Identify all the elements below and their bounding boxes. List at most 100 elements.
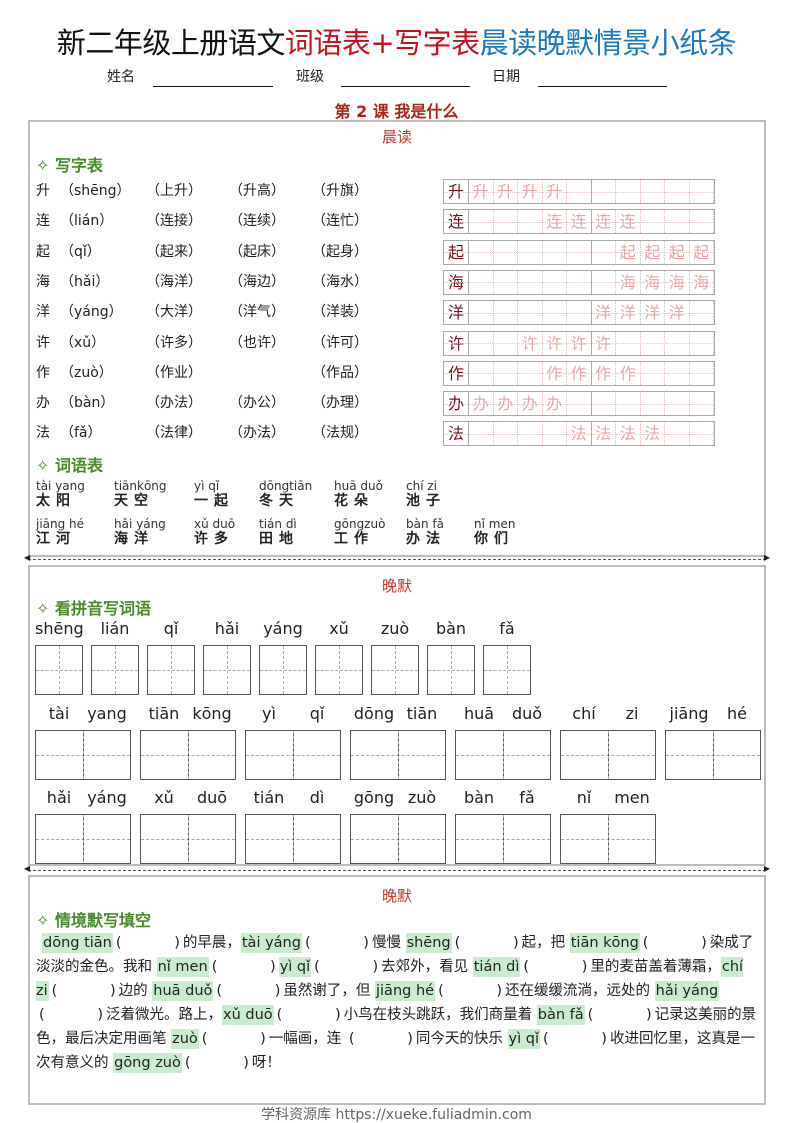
stroke-cell: [591, 240, 616, 264]
pinyin-label: fǎ: [519, 788, 535, 807]
stroke-cell: [567, 270, 592, 294]
stroke-cell: [640, 180, 665, 203]
writing-box[interactable]: [35, 645, 83, 695]
char-row: 办 （bàn） （办法） （办公） （办理）: [36, 388, 456, 418]
stroke-cell: [542, 240, 567, 264]
writing-box[interactable]: [483, 645, 531, 695]
char-row: 连 （lián） （连接） （连续） （连忙）: [36, 206, 456, 236]
writing-box[interactable]: [147, 645, 195, 695]
example-word: （升旗）: [312, 183, 368, 199]
character-pinyin: （lián）: [60, 213, 114, 230]
stroke-cell: [591, 270, 616, 294]
stroke-cell: 许: [567, 331, 592, 355]
pinyin-row: hǎi yáng xǔ duō tián dì gōng zuò bàn fǎ nǐ men: [30, 788, 768, 814]
writing-box-double[interactable]: [455, 814, 551, 864]
vocab-pinyin: nǐ men: [474, 517, 516, 531]
writing-box[interactable]: [371, 645, 419, 695]
stroke-cell: [493, 301, 518, 325]
answer-blank[interactable]: (): [314, 955, 378, 979]
name-field[interactable]: [153, 86, 273, 87]
char-row: 作 （zuò） （作业） （作品）: [36, 358, 456, 388]
stroke-cell: 作: [616, 361, 641, 385]
class-field[interactable]: [341, 86, 470, 87]
blank-close-paren: ): [243, 1055, 249, 1071]
title-part-2: 词语表+写字表: [284, 26, 480, 60]
writing-box[interactable]: [315, 645, 363, 695]
blank-open-paren: (: [438, 983, 444, 999]
writing-box-double[interactable]: [140, 730, 236, 780]
example-word: （作品）: [312, 364, 368, 381]
stroke-cell: 升: [444, 180, 469, 203]
writing-box-double[interactable]: [560, 814, 656, 864]
writing-box[interactable]: [91, 645, 139, 695]
blank-open-paren: (: [276, 1007, 283, 1023]
example-word: （办公）: [229, 395, 285, 412]
answer-blank[interactable]: (): [212, 955, 276, 979]
vocab-pinyin: tài yang: [36, 479, 85, 493]
date-field[interactable]: [538, 86, 667, 87]
writing-box-double[interactable]: [455, 730, 551, 780]
vocab-word: hǎi yáng 海洋: [114, 517, 166, 547]
pinyin-label: dì: [309, 788, 325, 807]
pinyin-label: zuò: [407, 788, 437, 807]
pinyin-label: bàn: [435, 619, 467, 638]
answer-blank[interactable]: (): [52, 979, 116, 1003]
answer-blank[interactable]: (): [39, 1003, 103, 1027]
stroke-cell: [493, 210, 518, 234]
writing-box-double[interactable]: [350, 814, 446, 864]
blank-open-paren: (: [542, 1031, 549, 1047]
class-label: 班级: [296, 69, 324, 85]
stroke-order-grid: 法法法法法: [443, 421, 715, 447]
blank-close-paren: ): [407, 1031, 413, 1047]
stroke-cell: 海: [616, 270, 641, 294]
writing-box-double[interactable]: [560, 730, 656, 780]
writing-box-double[interactable]: [140, 814, 236, 864]
answer-blank[interactable]: (): [202, 1027, 266, 1051]
writing-box-double[interactable]: [35, 814, 131, 864]
answer-blank[interactable]: (): [455, 931, 519, 955]
stroke-cell: [542, 270, 567, 294]
answer-blank[interactable]: (): [185, 1051, 249, 1075]
answer-blank[interactable]: (): [523, 955, 587, 979]
stroke-cell: 洋: [616, 301, 641, 325]
writing-box-double[interactable]: [350, 730, 446, 780]
writing-box[interactable]: [259, 645, 307, 695]
stroke-cell: [689, 301, 714, 325]
vocab-word: tiānkōng 天空: [114, 479, 167, 509]
stroke-cell: [493, 240, 518, 264]
paragraph-text: 边的: [118, 983, 153, 999]
answer-blank[interactable]: (): [643, 931, 707, 955]
answer-blank[interactable]: (): [305, 931, 369, 955]
vocab-word: bàn fǎ 办法: [406, 517, 446, 547]
writing-box[interactable]: [203, 645, 251, 695]
blank-close-paren: ): [601, 1031, 607, 1047]
writing-box-double[interactable]: [665, 730, 761, 780]
writing-box-double[interactable]: [245, 814, 341, 864]
answer-blank[interactable]: (): [543, 1027, 607, 1051]
answer-blank[interactable]: (): [588, 1003, 652, 1027]
stroke-cell: [665, 422, 690, 446]
answer-blank[interactable]: (): [116, 931, 180, 955]
title-part-3: 晨读晚默情景小纸条: [479, 26, 737, 60]
pinyin-label: qǐ: [163, 619, 179, 638]
stroke-cell: 办: [444, 392, 469, 416]
pinyin-highlight: dōng tiān: [42, 933, 113, 953]
pinyin-label: hé: [727, 704, 747, 723]
paragraph-text: 虽然谢了，但: [283, 983, 375, 999]
pinyin-highlight: zuò: [171, 1029, 199, 1049]
pinyin-label: nǐ: [576, 788, 592, 807]
char-row: 起 （qǐ） （起来） （起床） （起身）: [36, 237, 456, 267]
answer-blank[interactable]: (): [277, 1003, 341, 1027]
paragraph-text: 起，把: [521, 935, 570, 951]
answer-blank[interactable]: (): [216, 979, 280, 1003]
writing-box[interactable]: [427, 645, 475, 695]
vocab-hanzi: 许多: [194, 531, 234, 547]
pinyin-label: shēng: [35, 619, 84, 638]
pinyin-label: yì: [262, 704, 276, 723]
stroke-cell: 起: [444, 240, 469, 264]
writing-box-double[interactable]: [245, 730, 341, 780]
writing-box-double[interactable]: [35, 730, 131, 780]
answer-blank[interactable]: (): [349, 1027, 413, 1051]
answer-blank[interactable]: (): [438, 979, 502, 1003]
stroke-cell: [469, 210, 494, 234]
